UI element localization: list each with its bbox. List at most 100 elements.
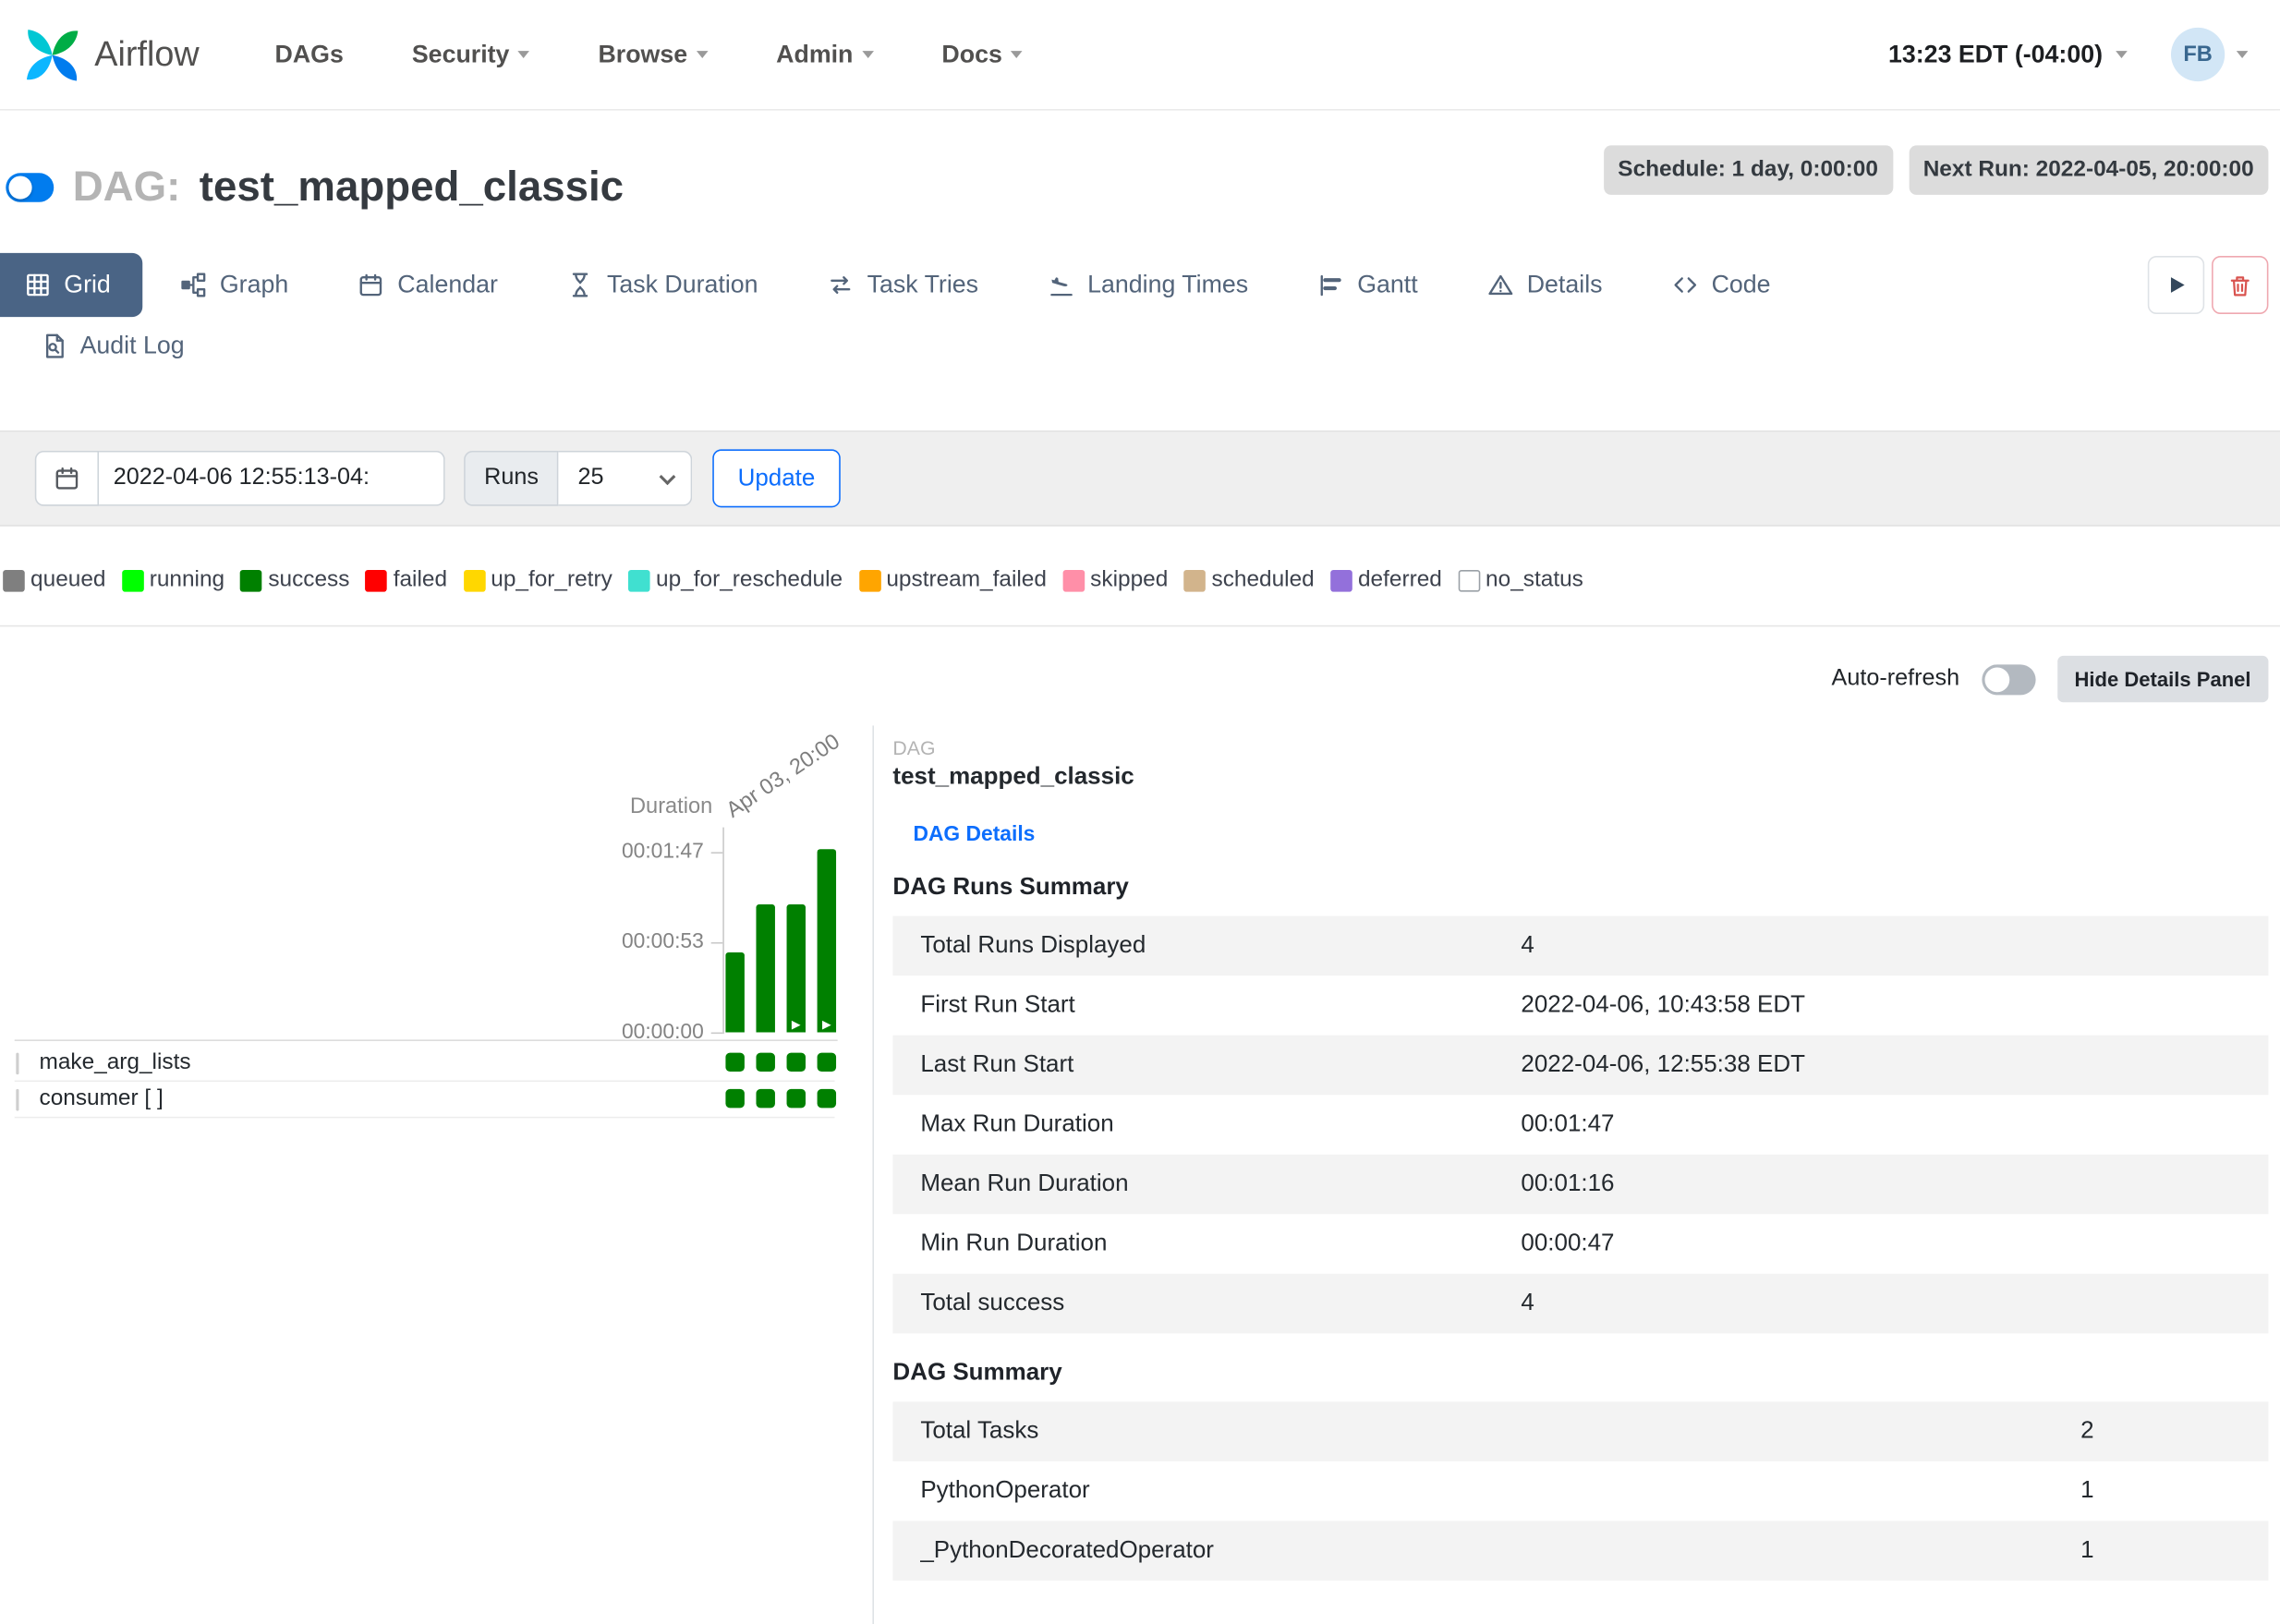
- state-swatch: [628, 569, 650, 591]
- base-date-group: [34, 450, 445, 506]
- tab-audit-log[interactable]: Audit Log: [41, 332, 2280, 360]
- dag-details-link[interactable]: DAG Details: [913, 822, 1036, 847]
- runs-select[interactable]: 25: [558, 450, 693, 506]
- tab-calendar[interactable]: Calendar: [358, 271, 498, 299]
- tab-task-duration[interactable]: Task Duration: [567, 271, 758, 299]
- nav-dags[interactable]: DAGs: [274, 40, 344, 68]
- task-row: consumer [ ]: [0, 1082, 872, 1119]
- navbar-right: 13:23 EDT (-04:00) FB: [1888, 27, 2249, 82]
- state-swatch: [1062, 569, 1085, 591]
- state-swatch: [240, 569, 263, 591]
- task-instance-square[interactable]: [817, 1088, 837, 1109]
- auto-refresh-toggle[interactable]: [1981, 663, 2035, 695]
- details-panel: DAG test_mapped_classic DAG Details DAG …: [874, 725, 2280, 1624]
- chevron-down-icon: [696, 51, 709, 58]
- legend-item: skipped: [1062, 567, 1168, 593]
- task-name[interactable]: make_arg_lists: [39, 1049, 191, 1075]
- run-date-label: Apr 03, 20:00: [722, 729, 844, 823]
- dag-title-row: DAG: test_mapped_classic: [0, 154, 2280, 221]
- task-instance-square[interactable]: [817, 1052, 837, 1073]
- nav-security[interactable]: Security: [412, 40, 530, 68]
- run-duration-bar[interactable]: [756, 904, 775, 1033]
- chevron-down-icon[interactable]: [2236, 51, 2249, 58]
- graph-icon: [181, 273, 206, 297]
- state-swatch: [3, 569, 25, 591]
- brand-name: Airflow: [94, 33, 200, 74]
- task-name[interactable]: consumer [ ]: [39, 1085, 164, 1111]
- runs-group: Runs 25: [464, 450, 693, 506]
- code-brackets-icon: [1674, 277, 1697, 293]
- trigger-dag-button[interactable]: [2147, 256, 2205, 314]
- duration-axis-line: [722, 827, 724, 1035]
- runs-summary-title: DAG Runs Summary: [892, 873, 1129, 901]
- tab-details[interactable]: Details: [1487, 271, 1603, 299]
- run-duration-bar[interactable]: ▶: [817, 849, 837, 1033]
- plane-landing-icon: [1049, 277, 1073, 297]
- hide-details-panel-button[interactable]: Hide Details Panel: [2056, 655, 2269, 703]
- user-avatar[interactable]: FB: [2170, 27, 2225, 82]
- runs-summary-table: Total Runs Displayed 4 First Run Start 202…: [892, 915, 2269, 1334]
- runs-label: Runs: [464, 450, 559, 506]
- filter-bar: Runs 25 Update: [0, 430, 2280, 527]
- chevron-down-icon: [517, 51, 530, 58]
- delete-dag-button[interactable]: [2212, 256, 2269, 314]
- main-menu: DAGs Security Browse Admin Docs: [275, 40, 1023, 68]
- chart-separator: [14, 1039, 838, 1041]
- legend-item: no_status: [1458, 567, 1583, 593]
- toggle-knob: [1983, 666, 2009, 692]
- manual-run-icon: ▶: [791, 1017, 801, 1031]
- gantt-bars-icon: [1321, 274, 1342, 297]
- task-instance-square[interactable]: [725, 1088, 745, 1109]
- grid-panel: Duration Apr 03, 20:00 00:01:47 00:00:53…: [0, 725, 874, 1624]
- repeat-arrows-icon: [831, 276, 851, 294]
- table-row: Total Runs Displayed 4: [892, 915, 2269, 976]
- nav-admin[interactable]: Admin: [776, 40, 874, 68]
- task-instance-square[interactable]: [725, 1052, 745, 1073]
- task-rows: make_arg_lists consumer [ ]: [0, 1046, 872, 1119]
- update-button[interactable]: Update: [712, 449, 841, 508]
- state-swatch: [121, 569, 144, 591]
- table-row: Total Tasks 2: [892, 1401, 2269, 1461]
- nav-docs[interactable]: Docs: [941, 40, 1023, 68]
- tab-code[interactable]: Code: [1672, 271, 1771, 299]
- task-instance-square[interactable]: [786, 1052, 806, 1073]
- chevron-down-icon[interactable]: [2116, 51, 2128, 58]
- airflow-pinwheel-icon: [26, 29, 79, 80]
- nav-browse[interactable]: Browse: [598, 40, 709, 68]
- timezone-clock[interactable]: 13:23 EDT (-04:00): [1888, 40, 2104, 68]
- base-date-input[interactable]: [99, 450, 445, 506]
- legend-item: up_for_reschedule: [628, 567, 843, 593]
- legend-item: deferred: [1330, 567, 1442, 593]
- calendar-picker-button[interactable]: [34, 450, 100, 506]
- task-instance-square[interactable]: [756, 1052, 775, 1073]
- details-dag-name: test_mapped_classic: [892, 763, 1134, 790]
- tab-gantt[interactable]: Gantt: [1318, 271, 1418, 299]
- dag-title: test_mapped_classic: [199, 164, 625, 211]
- tab-task-tries[interactable]: Task Tries: [828, 271, 978, 299]
- manual-run-icon: ▶: [821, 1017, 831, 1031]
- task-instance-square[interactable]: [756, 1088, 775, 1109]
- duration-tick-label: 00:00:53: [621, 930, 704, 954]
- tree-tick: [16, 1052, 19, 1075]
- tab-landing-times[interactable]: Landing Times: [1049, 271, 1248, 299]
- content-topbar: Auto-refresh Hide Details Panel: [0, 626, 2280, 725]
- state-swatch: [1183, 569, 1207, 591]
- tab-graph[interactable]: Graph: [180, 271, 288, 299]
- dag-pause-toggle[interactable]: [6, 173, 55, 202]
- trash-icon: [2230, 275, 2250, 296]
- chevron-down-icon: [861, 51, 874, 58]
- state-swatch: [365, 569, 388, 591]
- schedule-badge: Schedule: 1 day, 0:00:00: [1603, 145, 1893, 195]
- dag-type-label: DAG: [892, 737, 936, 759]
- state-swatch: [463, 569, 485, 591]
- task-instance-square[interactable]: [786, 1088, 806, 1109]
- run-duration-bar[interactable]: ▶: [786, 904, 806, 1033]
- run-duration-bar[interactable]: [725, 951, 745, 1033]
- airflow-logo-link[interactable]: Airflow: [20, 22, 200, 86]
- legend-item: running: [121, 567, 224, 593]
- table-row: _PythonDecoratedOperator 1: [892, 1521, 2269, 1581]
- tab-grid[interactable]: Grid: [0, 252, 143, 318]
- task-row: make_arg_lists: [0, 1046, 872, 1083]
- calendar-icon: [360, 273, 382, 297]
